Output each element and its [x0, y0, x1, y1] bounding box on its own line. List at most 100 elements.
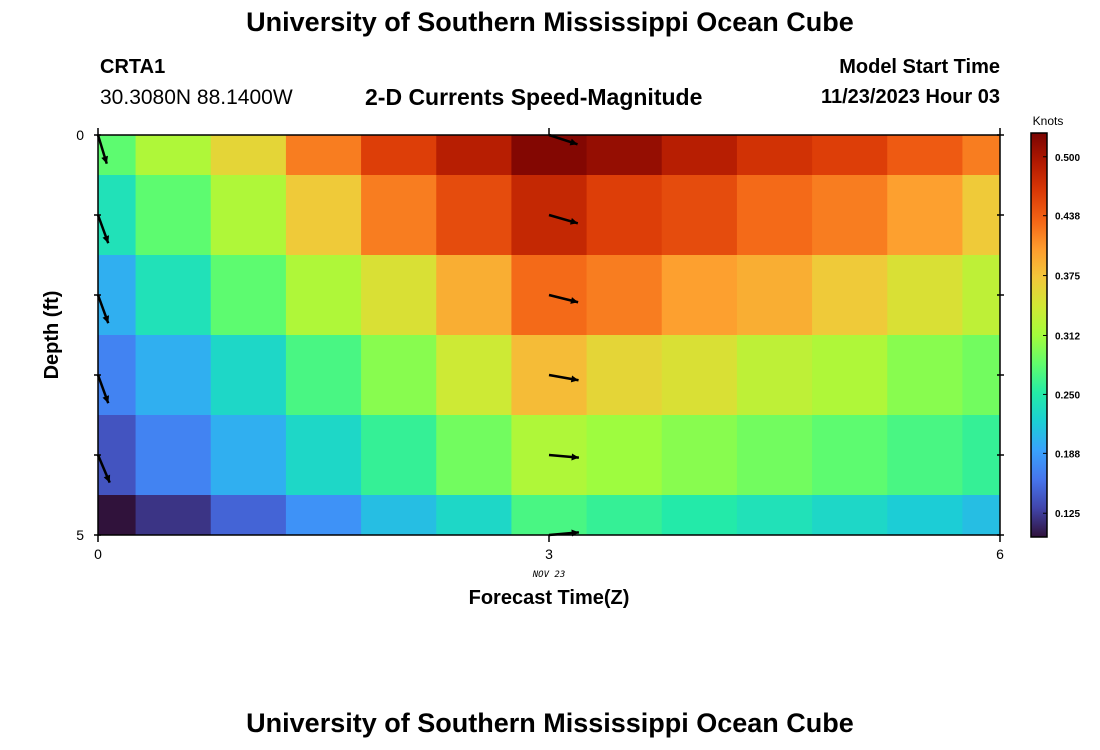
y-tick-label: 5: [76, 527, 84, 543]
heatmap-cell: [361, 335, 437, 416]
heatmap-cell: [736, 415, 813, 496]
current-vector: [96, 454, 111, 484]
footer-title: University of Southern Mississippi Ocean…: [246, 708, 854, 738]
heatmap-cell: [586, 335, 663, 416]
heatmap-cell: [962, 135, 1001, 176]
heatmap-cell: [135, 135, 212, 176]
heatmap-cell: [98, 495, 137, 536]
y-tick-label: 0: [76, 127, 84, 143]
colorbar-tick-label: 0.375: [1055, 272, 1080, 283]
heatmap-cell: [736, 175, 813, 256]
current-vector: [548, 453, 579, 461]
heatmap-cell: [586, 175, 663, 256]
heatmap-cell: [436, 135, 512, 176]
heatmap-cell: [586, 135, 663, 176]
heatmap-cell: [887, 495, 963, 536]
heatmap-cell: [887, 175, 963, 256]
station-id: CRTA1: [100, 56, 166, 78]
heatmap-cell: [361, 135, 437, 176]
heatmap-cell: [887, 335, 963, 416]
axes: 0 3 605: [76, 127, 1004, 562]
heatmap-cell: [210, 175, 287, 256]
heatmap-cell: [511, 135, 588, 176]
page-title: University of Southern Mississippi Ocean…: [246, 7, 854, 37]
heatmap-cells: [98, 135, 1001, 536]
heatmap-cell: [98, 415, 137, 496]
colorbar-tick-label: 0.188: [1055, 449, 1080, 460]
heatmap-cell: [135, 175, 212, 256]
current-vector: [96, 294, 110, 324]
heatmap-cell: [285, 495, 362, 536]
colorbar-tick-label: 0.438: [1055, 212, 1080, 223]
current-vector: [96, 374, 110, 404]
heatmap-cell: [661, 495, 738, 536]
heatmap-cell: [812, 135, 888, 176]
colorbar-tick-label: 0.500: [1055, 153, 1080, 164]
heatmap-cell: [210, 135, 287, 176]
current-vector: [96, 134, 108, 165]
colorbar-tick-label: 0.125: [1055, 509, 1080, 520]
model-start-label: Model Start Time: [839, 56, 1000, 78]
x-tick-label: 0: [94, 546, 102, 562]
heatmap-chart: 0 3 605 Depth (ft) Forecast Time(Z) NOV 23…: [41, 114, 1080, 609]
heatmap-cell: [887, 135, 963, 176]
heatmap-cell: [962, 255, 1001, 336]
heatmap-cell: [210, 415, 287, 496]
heatmap-cell: [511, 495, 588, 536]
heatmap-cell: [736, 495, 813, 536]
heatmap-cell: [285, 135, 362, 176]
heatmap-cell: [661, 175, 738, 256]
heatmap-cell: [436, 415, 512, 496]
y-axis-label: Depth (ft): [41, 291, 63, 380]
heatmap-cell: [812, 335, 888, 416]
heatmap-cell: [812, 175, 888, 256]
heatmap-cell: [962, 415, 1001, 496]
heatmap-cell: [210, 255, 287, 336]
heatmap-cell: [361, 175, 437, 256]
x-tick-label: 3: [545, 546, 553, 562]
x-axis-label: Forecast Time(Z): [469, 587, 630, 609]
heatmap-cell: [736, 255, 813, 336]
heatmap-cell: [98, 335, 137, 416]
heatmap-cell: [98, 175, 137, 256]
heatmap-cell: [812, 255, 888, 336]
heatmap-cell: [661, 135, 738, 176]
heatmap-cell: [361, 415, 437, 496]
heatmap-cell: [661, 255, 738, 336]
heatmap-cell: [285, 175, 362, 256]
heatmap-cell: [586, 415, 663, 496]
heatmap-cell: [98, 255, 137, 336]
heatmap-cell: [210, 335, 287, 416]
heatmap-cell: [812, 415, 888, 496]
heatmap-cell: [135, 495, 212, 536]
heatmap-cell: [887, 255, 963, 336]
heatmap-cell: [586, 495, 663, 536]
current-vector: [548, 213, 579, 225]
model-start-value: 11/23/2023 Hour 03: [820, 86, 1000, 108]
heatmap-cell: [962, 335, 1001, 416]
colorbar: 0.125 0.188 0.250 0.312 0.375 0.438 0.500: [1030, 132, 1080, 538]
heatmap-cell: [135, 415, 212, 496]
heatmap-cell: [962, 175, 1001, 256]
station-coordinates: 30.3080N 88.1400W: [100, 86, 293, 109]
heatmap-cell: [361, 495, 437, 536]
heatmap-cell: [736, 135, 813, 176]
colorbar-tick-label: 0.250: [1055, 390, 1080, 401]
x-tick-label: 6: [996, 546, 1004, 562]
colorbar-tick-label: 0.312: [1055, 331, 1080, 342]
heatmap-cell: [887, 415, 963, 496]
heatmap-cell: [285, 255, 362, 336]
heatmap-cell: [661, 335, 738, 416]
x-date-label: NOV 23: [532, 570, 566, 580]
colorbar-label: Knots: [1033, 114, 1064, 128]
heatmap-cell: [962, 495, 1001, 536]
current-vector: [548, 373, 579, 383]
heatmap-cell: [135, 335, 212, 416]
heatmap-cell: [285, 415, 362, 496]
heatmap-cell: [812, 495, 888, 536]
heatmap-cell: [135, 255, 212, 336]
heatmap-cell: [436, 255, 512, 336]
current-vector: [548, 133, 578, 146]
current-vector: [96, 214, 110, 244]
heatmap-cell: [736, 335, 813, 416]
